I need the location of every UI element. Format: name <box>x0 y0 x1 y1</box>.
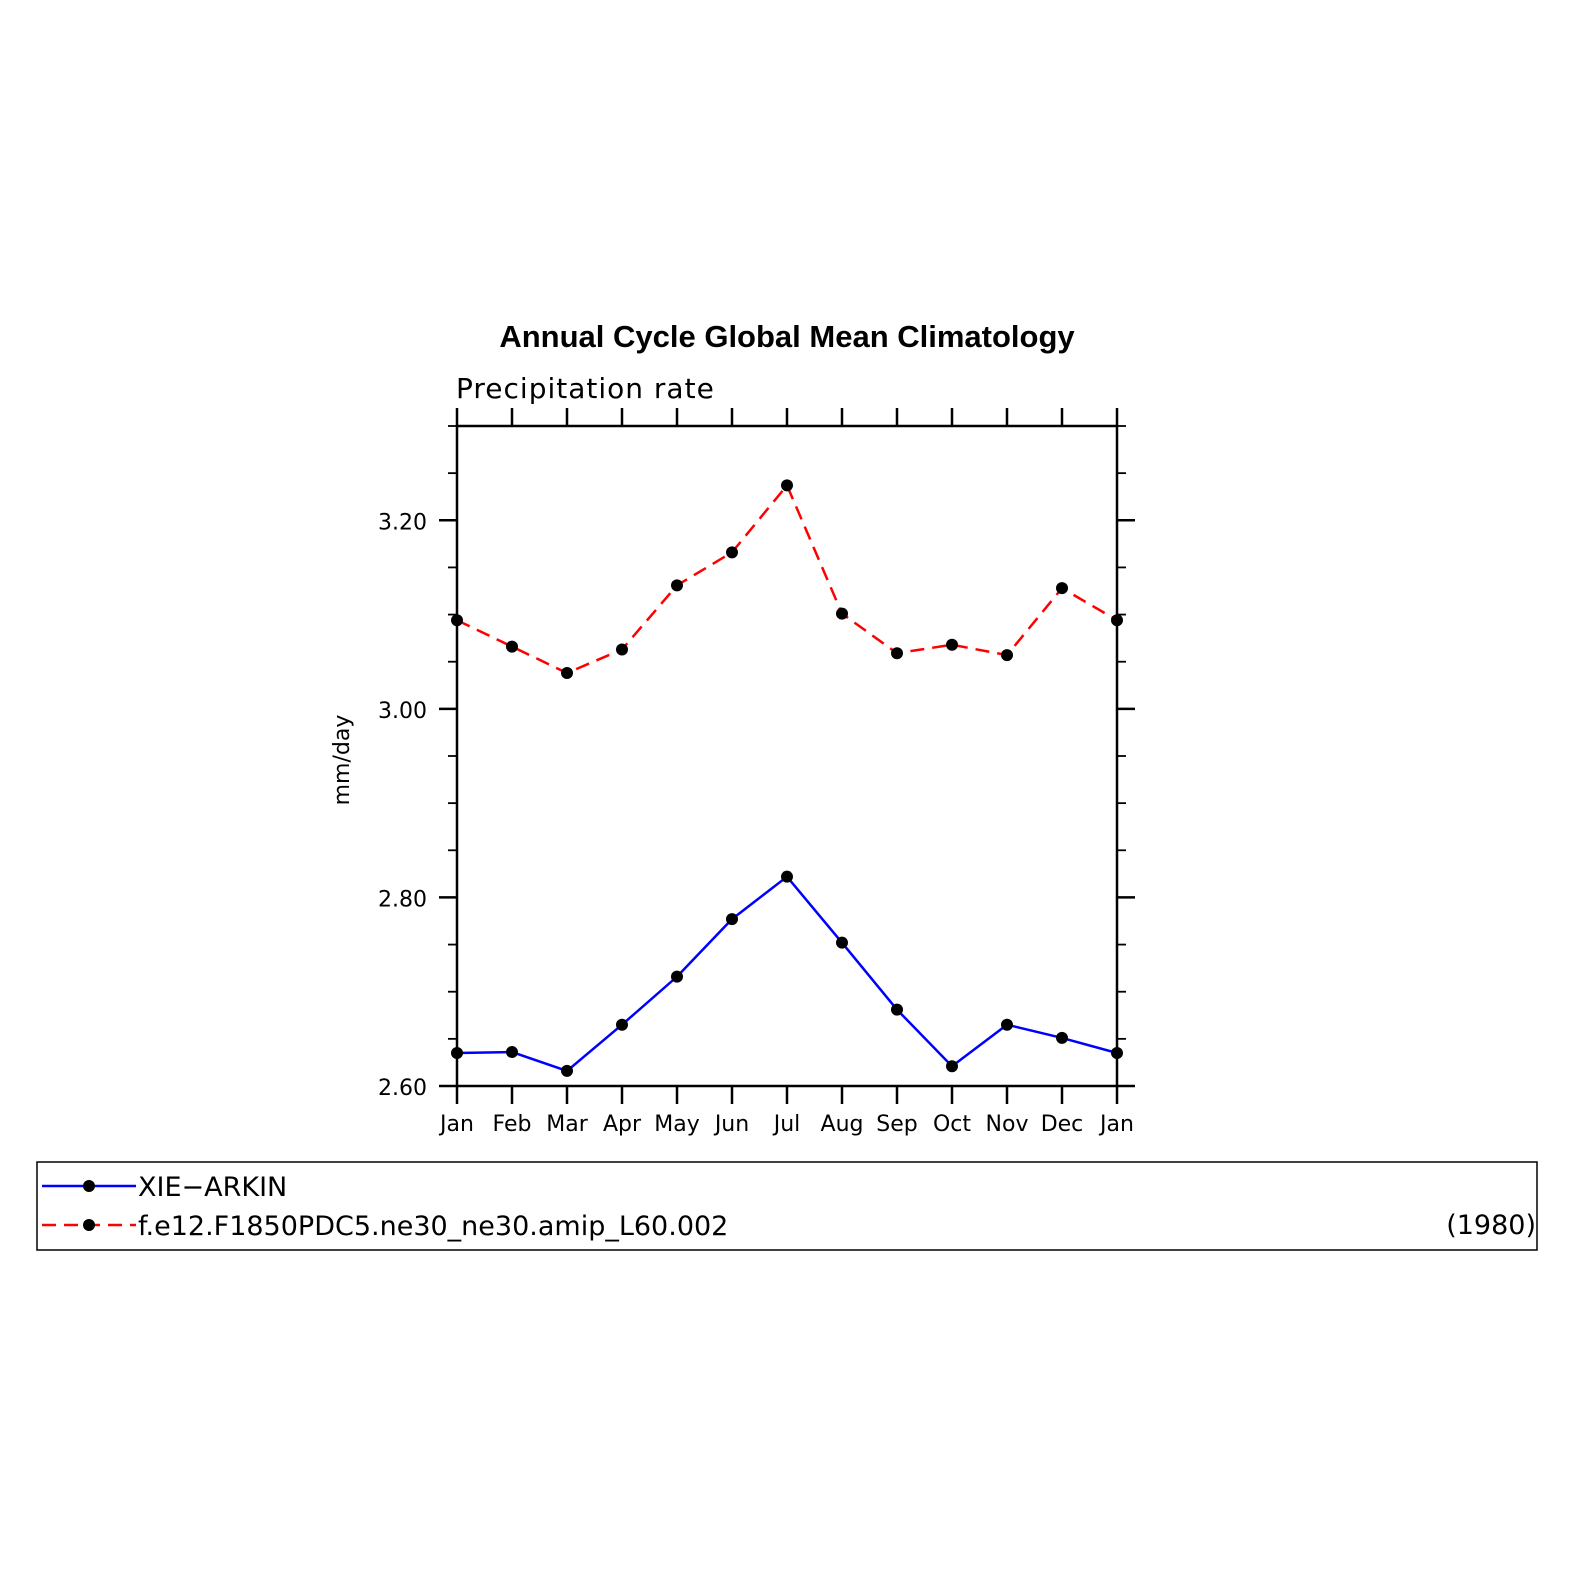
y-tick-label: 3.20 <box>378 510 427 535</box>
legend-marker <box>83 1219 95 1231</box>
data-point <box>671 579 683 592</box>
x-tick-label: Mar <box>546 1112 588 1137</box>
x-tick-label: Aug <box>821 1112 864 1137</box>
data-point <box>946 638 958 651</box>
x-tick-label: May <box>654 1112 699 1137</box>
x-tick-label: Sep <box>876 1112 917 1137</box>
x-tick-label: Apr <box>603 1112 642 1137</box>
data-point <box>561 1064 573 1077</box>
data-point <box>836 936 848 949</box>
data-point <box>946 1060 958 1073</box>
plot-frame <box>455 424 1119 1088</box>
x-tick-label: Jan <box>1098 1112 1134 1137</box>
legend-box <box>36 1161 1538 1251</box>
x-tick-label: Jan <box>438 1112 474 1137</box>
y-axis-label: mm/day <box>330 715 355 806</box>
data-point <box>1001 649 1013 662</box>
data-point <box>1111 1047 1123 1059</box>
data-point <box>836 607 848 620</box>
series-line <box>456 874 1118 1073</box>
data-point <box>506 640 518 653</box>
data-point <box>1001 1018 1013 1031</box>
data-point <box>891 1003 903 1016</box>
x-tick-label: Dec <box>1041 1112 1084 1137</box>
data-point <box>781 870 793 883</box>
data-point <box>506 1046 518 1059</box>
data-point <box>1056 582 1068 595</box>
data-point <box>616 1018 628 1031</box>
legend-marker <box>83 1180 95 1192</box>
y-tick-label: 3.00 <box>378 699 427 724</box>
data-point <box>616 643 628 656</box>
data-point <box>671 970 683 983</box>
data-point <box>561 667 573 680</box>
data-point <box>891 647 903 660</box>
data-point <box>781 479 793 492</box>
data-point <box>726 546 738 559</box>
y-tick-label: 2.80 <box>378 887 427 912</box>
legend-label: f.e12.F1850PDC5.ne30_ne30.amip_L60.002 <box>138 1211 728 1242</box>
series-group <box>451 479 1123 1077</box>
x-tick-label: Feb <box>493 1112 532 1137</box>
x-tick-label: Jun <box>713 1112 749 1137</box>
legend-label: XIE−ARKIN <box>138 1172 287 1203</box>
legend: XIE−ARKIN f.e12.F1850PDC5.ne30_ne30.amip_… <box>42 1172 728 1242</box>
axes: Jan Feb Mar Apr May Jun Jul Aug Sep Oct Nov Dec Jan 2… <box>378 408 1135 1137</box>
legend-note: (1980) <box>1446 1210 1536 1241</box>
data-point <box>726 913 738 926</box>
y-tick-label: 2.60 <box>378 1076 427 1101</box>
data-point <box>451 614 463 627</box>
x-tick-label: Nov <box>986 1112 1029 1137</box>
x-tick-label: Oct <box>933 1112 971 1137</box>
chart-subtitle: Precipitation rate <box>456 372 715 405</box>
data-point <box>1056 1031 1068 1044</box>
x-tick-label: Jul <box>772 1112 801 1137</box>
series-line <box>456 483 1118 675</box>
data-point <box>1111 614 1123 627</box>
chart-title: Annual Cycle Global Mean Climatology <box>499 319 1075 354</box>
data-point <box>451 1047 463 1059</box>
